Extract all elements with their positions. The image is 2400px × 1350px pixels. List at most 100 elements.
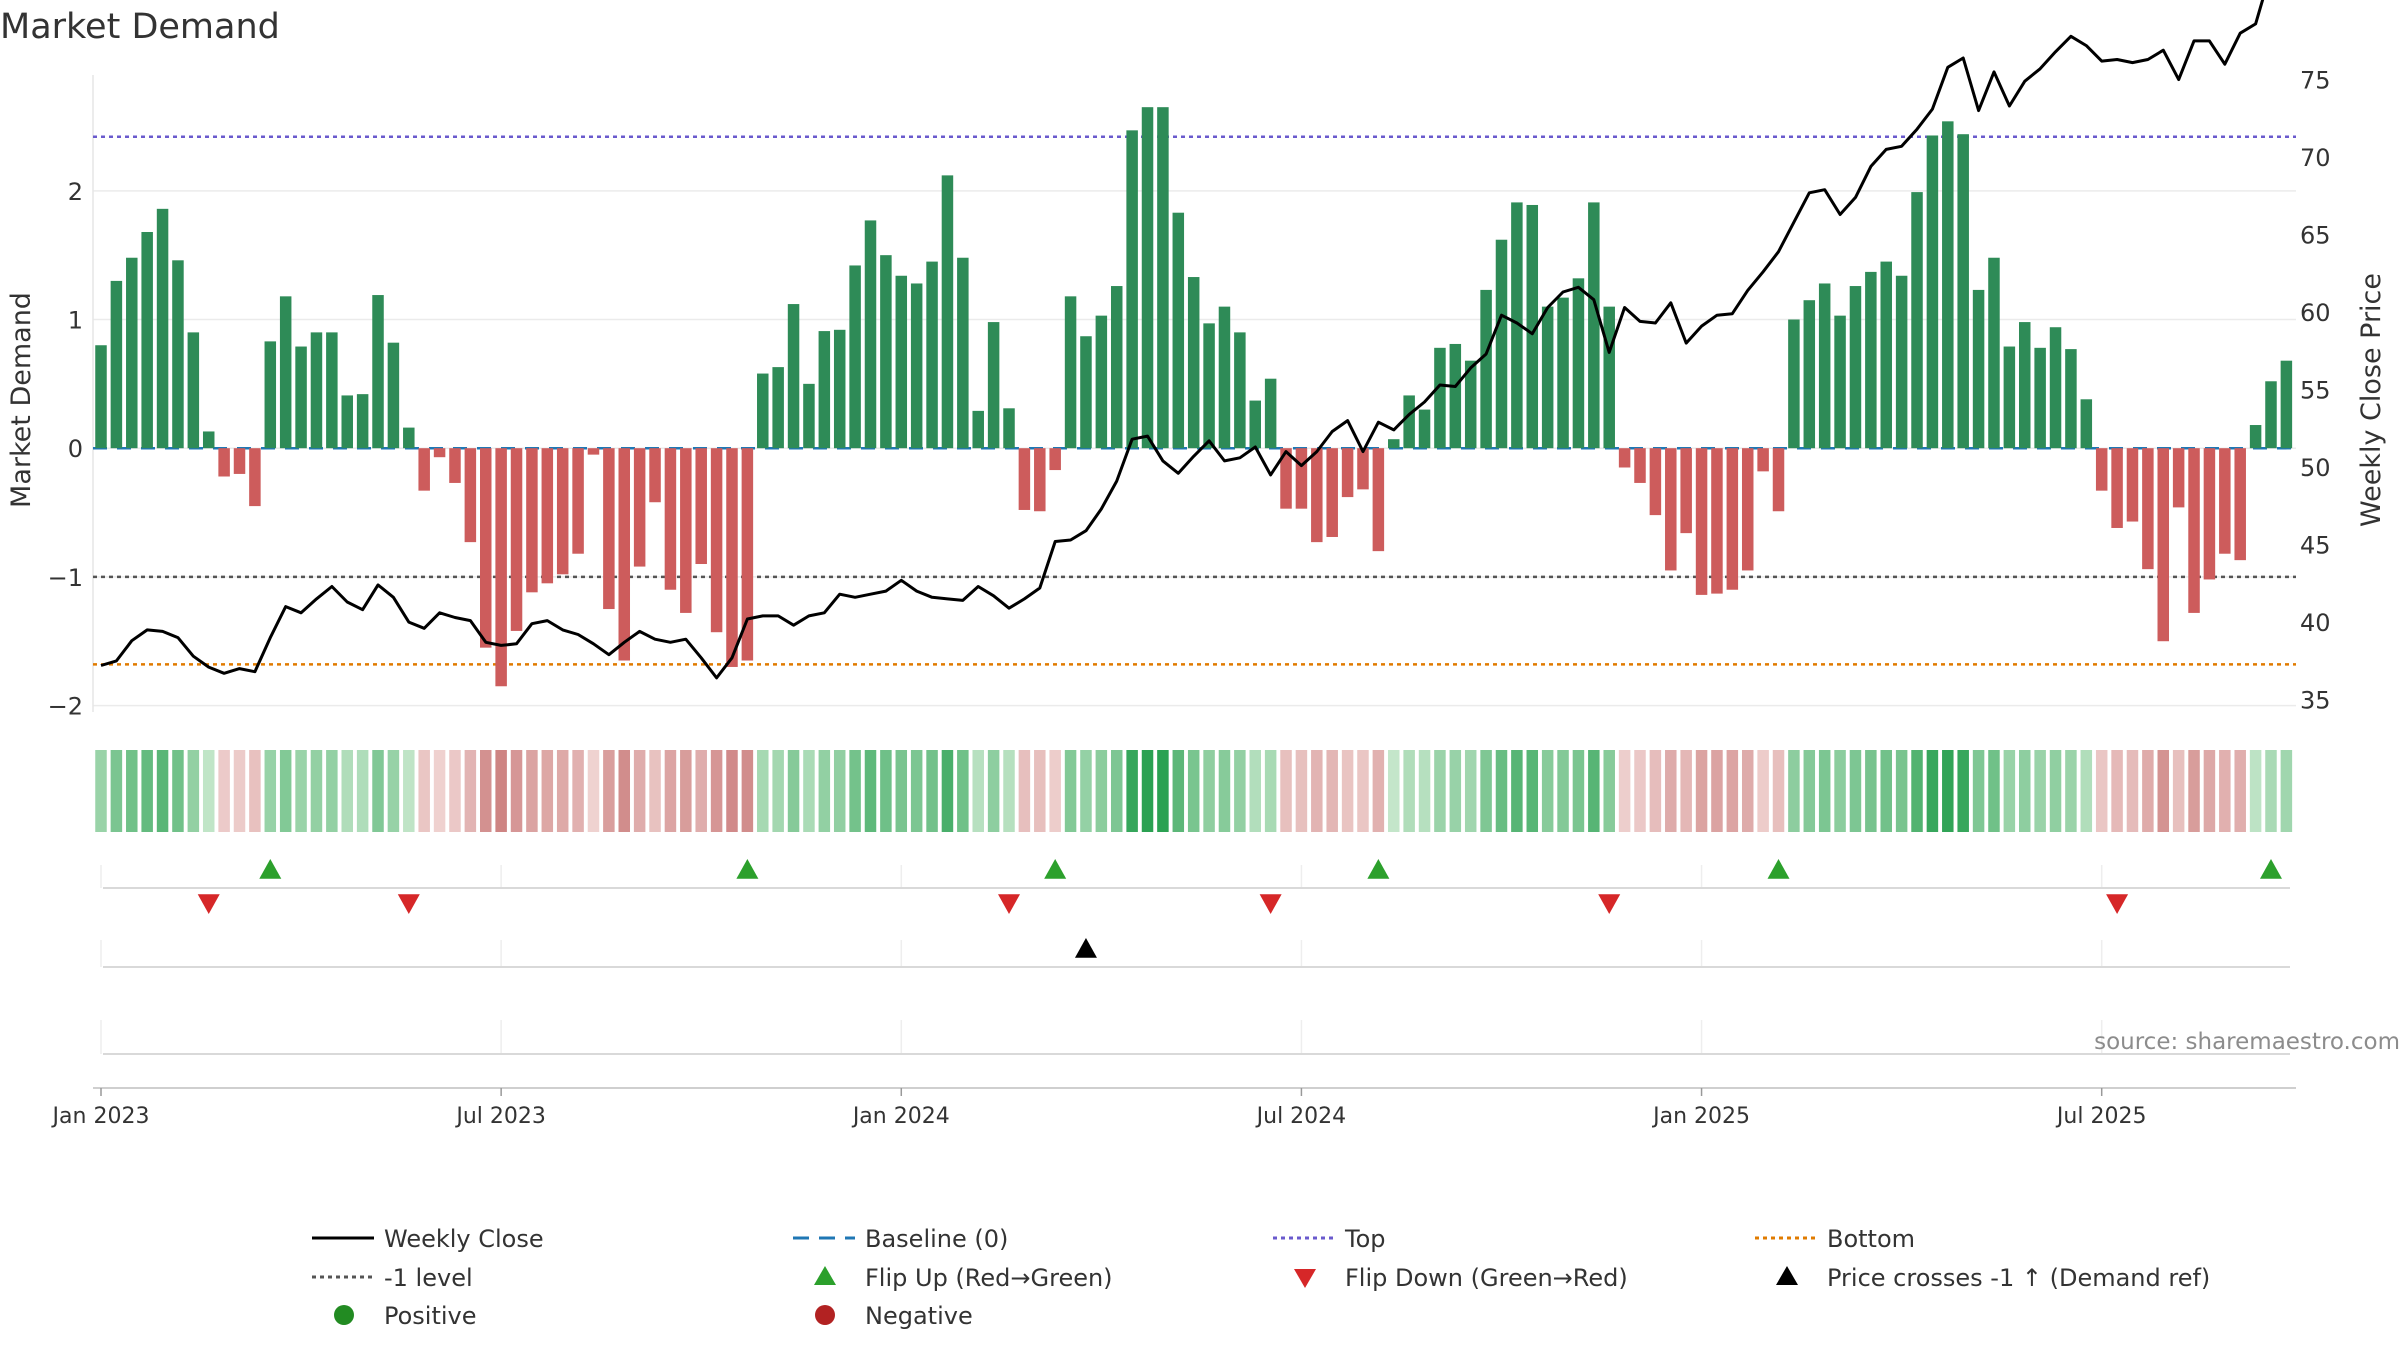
heat-cell bbox=[1988, 750, 2000, 832]
demand-bar bbox=[1434, 347, 1446, 449]
flip-up-marker bbox=[1367, 859, 1390, 879]
heat-cell bbox=[387, 750, 400, 832]
heat-cell bbox=[941, 750, 954, 832]
demand-bar bbox=[849, 265, 861, 449]
heat-cell bbox=[1403, 750, 1415, 832]
demand-bar bbox=[2172, 448, 2185, 508]
heat-cell bbox=[957, 750, 969, 832]
flip-down-marker bbox=[1598, 894, 1621, 914]
demand-bar bbox=[1234, 332, 1246, 449]
demand-bar bbox=[1695, 448, 1708, 595]
heat-cell bbox=[1942, 750, 1954, 832]
legend-item: Weekly Close bbox=[312, 1225, 544, 1253]
demand-bar bbox=[957, 257, 969, 449]
y-right-tick-label: 55 bbox=[2300, 377, 2331, 405]
heat-cell bbox=[1326, 750, 1338, 832]
heat-cell bbox=[264, 750, 277, 832]
heat-cell bbox=[1572, 750, 1585, 832]
demand-bar bbox=[1957, 134, 1969, 449]
heat-cell bbox=[1526, 750, 1539, 832]
heat-cell bbox=[1218, 750, 1231, 832]
heat-cell bbox=[433, 750, 446, 832]
demand-bar bbox=[1295, 448, 1308, 509]
x-tick-label: Jul 2025 bbox=[2055, 1104, 2147, 1129]
demand-bar bbox=[464, 448, 477, 543]
demand-bar bbox=[1557, 297, 1569, 449]
heat-cell bbox=[1741, 750, 1754, 832]
heat-cell bbox=[1464, 750, 1477, 832]
heat-cell bbox=[1280, 750, 1292, 832]
demand-bar bbox=[126, 257, 138, 449]
y-left-tick-label: −1 bbox=[48, 564, 83, 592]
x-tick-label: Jan 2023 bbox=[51, 1104, 150, 1129]
heat-cell bbox=[1080, 750, 1092, 832]
heat-cell bbox=[633, 750, 646, 832]
heat-cell bbox=[1788, 750, 1800, 832]
heat-cell bbox=[1818, 750, 1831, 832]
heat-cell bbox=[1311, 750, 1323, 832]
demand-bar bbox=[1572, 278, 1585, 449]
heat-cell bbox=[2080, 750, 2093, 832]
legend-label: -1 level bbox=[384, 1264, 473, 1292]
demand-bar bbox=[1018, 448, 1031, 510]
heat-cell bbox=[449, 750, 461, 832]
demand-bar bbox=[1372, 448, 1385, 552]
demand-bar bbox=[1880, 261, 1892, 449]
y-left-ticks: 2 1 0 −1 −2 bbox=[48, 178, 83, 721]
demand-bar bbox=[787, 304, 800, 449]
demand-bar bbox=[2019, 322, 2031, 449]
demand-bar bbox=[495, 448, 507, 687]
heat-cell bbox=[1249, 750, 1261, 832]
demand-bar bbox=[1942, 121, 1954, 449]
heat-cell bbox=[2172, 750, 2185, 832]
legend-label: Weekly Close bbox=[384, 1225, 544, 1253]
heat-cell bbox=[110, 750, 123, 832]
demand-bar bbox=[1464, 360, 1477, 449]
demand-bar bbox=[218, 448, 230, 477]
demand-bar bbox=[1895, 275, 1908, 449]
demand-bar bbox=[2095, 448, 2108, 491]
heat-cell bbox=[2003, 750, 2016, 832]
heat-cell bbox=[326, 750, 338, 832]
weekly-close-line bbox=[100, 0, 2265, 680]
demand-bar bbox=[1341, 448, 1354, 498]
heat-cell bbox=[618, 750, 631, 832]
heat-cell bbox=[1434, 750, 1446, 832]
demand-bar bbox=[664, 448, 677, 590]
legend-label: Negative bbox=[865, 1302, 973, 1330]
demand-bar bbox=[1326, 448, 1338, 537]
heat-cell bbox=[1357, 750, 1369, 832]
legend-item: Top bbox=[1273, 1225, 1386, 1253]
heat-cell bbox=[1449, 750, 1462, 832]
legend-item: Negative bbox=[815, 1302, 973, 1330]
heat-cell bbox=[1772, 750, 1785, 832]
demand-bar bbox=[2065, 349, 2077, 449]
demand-bar bbox=[95, 345, 107, 449]
demand-bar bbox=[1172, 212, 1185, 449]
demand-bar bbox=[1418, 409, 1431, 449]
demand-bar bbox=[1049, 448, 1061, 471]
demand-heat-strip bbox=[95, 750, 2293, 832]
heat-cell bbox=[372, 750, 384, 832]
heat-cell bbox=[1003, 750, 1015, 832]
demand-bar bbox=[1541, 306, 1554, 449]
legend-item: Price crosses -1 ↑ (Demand ref) bbox=[1776, 1264, 2210, 1292]
demand-bar bbox=[1680, 448, 1692, 534]
heat-cell bbox=[1203, 750, 1215, 832]
demand-bar bbox=[633, 448, 646, 567]
demand-bar bbox=[1449, 343, 1462, 449]
demand-bar bbox=[2111, 448, 2123, 528]
heat-cell bbox=[972, 750, 984, 832]
demand-bar bbox=[2188, 448, 2200, 613]
legend-label: Baseline (0) bbox=[865, 1225, 1008, 1253]
heat-cell bbox=[1511, 750, 1523, 832]
demand-bar bbox=[1064, 296, 1077, 449]
demand-bar bbox=[2003, 346, 2016, 449]
heat-cell bbox=[2219, 750, 2231, 832]
heat-cell bbox=[910, 750, 923, 832]
legend-swatch-triangle-down bbox=[1294, 1269, 1316, 1288]
demand-bar bbox=[556, 448, 569, 575]
demand-bar bbox=[1772, 448, 1785, 512]
demand-bar bbox=[1726, 448, 1739, 590]
heat-cell bbox=[126, 750, 138, 832]
